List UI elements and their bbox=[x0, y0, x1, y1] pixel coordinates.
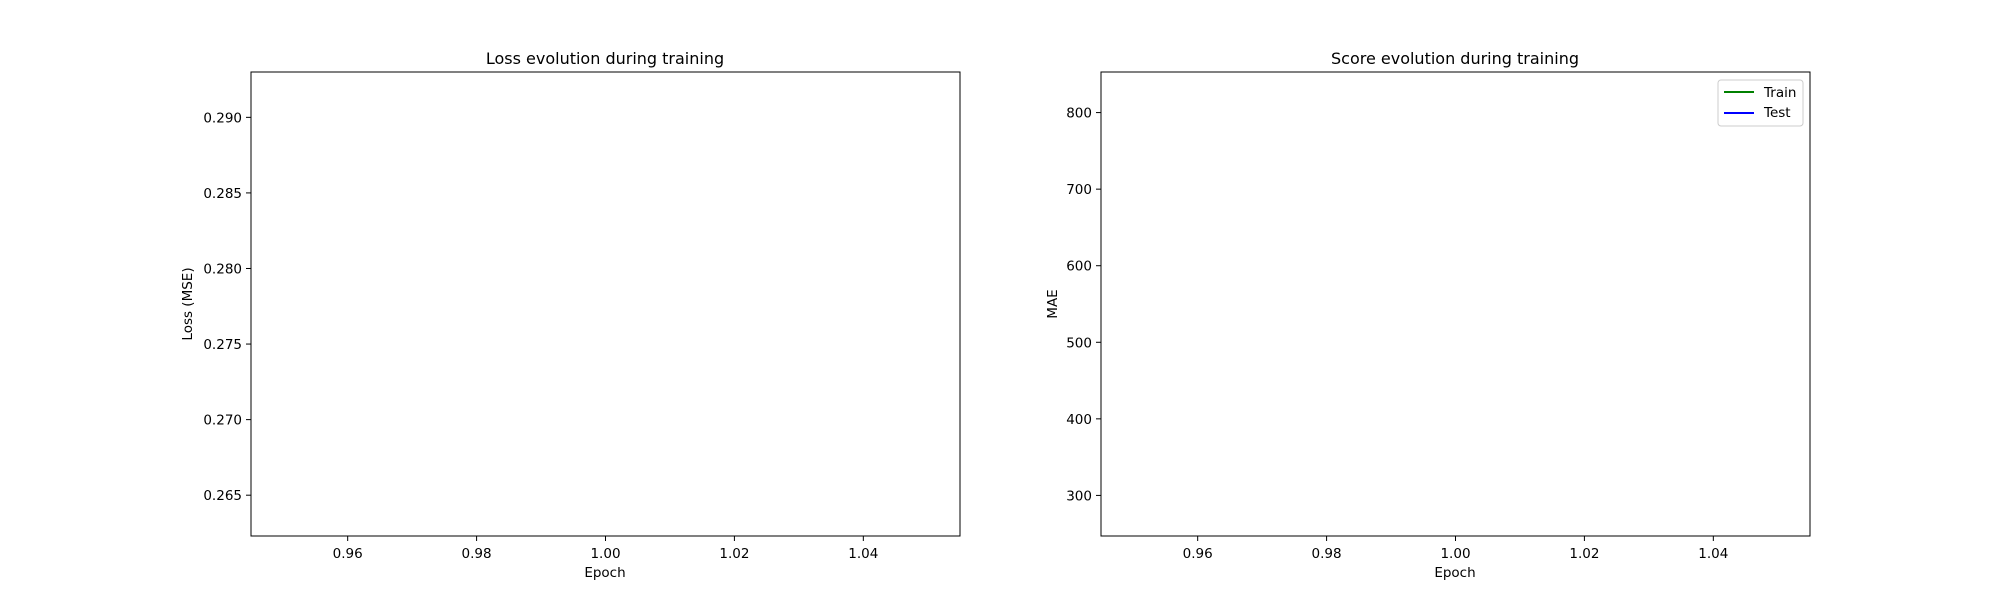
score-chart-xtick-label: 1.04 bbox=[1698, 546, 1728, 562]
loss-chart-xtick-label: 1.04 bbox=[848, 546, 878, 562]
loss-chart: Loss evolution during training Epoch Los… bbox=[180, 49, 961, 581]
score-chart-plot-frame bbox=[1100, 71, 1811, 537]
score-chart-title: Score evolution during training bbox=[1331, 49, 1579, 68]
loss-chart-xtick-label: 0.98 bbox=[462, 546, 492, 562]
score-chart-ylabel: MAE bbox=[1045, 289, 1061, 318]
loss-chart-xlabel: Epoch bbox=[584, 565, 625, 581]
score-chart-ytick-label: 700 bbox=[1066, 182, 1092, 198]
loss-chart-ytick-label: 0.270 bbox=[203, 413, 242, 429]
score-chart-xtick-label: 0.98 bbox=[1312, 546, 1342, 562]
score-chart-ytick-label: 400 bbox=[1066, 412, 1092, 428]
score-chart-ytick-label: 600 bbox=[1066, 259, 1092, 275]
loss-chart-ytick-label: 0.275 bbox=[203, 337, 242, 353]
loss-chart-ytick-label: 0.285 bbox=[203, 186, 242, 202]
score-chart-xlabel: Epoch bbox=[1434, 565, 1475, 581]
loss-chart-ytick-label: 0.280 bbox=[203, 261, 242, 277]
score-chart-xtick-label: 0.96 bbox=[1183, 546, 1213, 562]
legend-label-train: Train bbox=[1763, 85, 1796, 101]
loss-chart-ylabel: Loss (MSE) bbox=[180, 267, 196, 340]
score-chart-ytick-label: 800 bbox=[1066, 106, 1092, 122]
loss-chart-xtick-label: 0.96 bbox=[333, 546, 363, 562]
score-chart-ticks: 0.96 0.98 1.00 1.02 1.04 300 400 500 600 700 800 bbox=[1066, 106, 1728, 562]
loss-chart-xtick-label: 1.02 bbox=[719, 546, 749, 562]
loss-chart-ytick-label: 0.265 bbox=[203, 488, 242, 504]
loss-chart-ytick-label: 0.290 bbox=[203, 110, 242, 126]
score-chart-legend: Train Test bbox=[1717, 79, 1804, 127]
legend-label-test: Test bbox=[1763, 105, 1791, 121]
score-chart-xtick-label: 1.00 bbox=[1440, 546, 1470, 562]
score-chart-xtick-label: 1.02 bbox=[1569, 546, 1599, 562]
score-chart-ytick-label: 500 bbox=[1066, 335, 1092, 351]
score-chart: Score evolution during training Epoch MA… bbox=[1045, 49, 1811, 581]
score-chart-ytick-label: 300 bbox=[1066, 488, 1092, 504]
loss-chart-title: Loss evolution during training bbox=[486, 49, 724, 68]
loss-chart-xtick-label: 1.00 bbox=[590, 546, 620, 562]
loss-chart-ticks: 0.96 0.98 1.00 1.02 1.04 0.265 0.270 0.275 0.280… bbox=[203, 110, 878, 562]
loss-chart-plot-frame bbox=[250, 71, 961, 537]
